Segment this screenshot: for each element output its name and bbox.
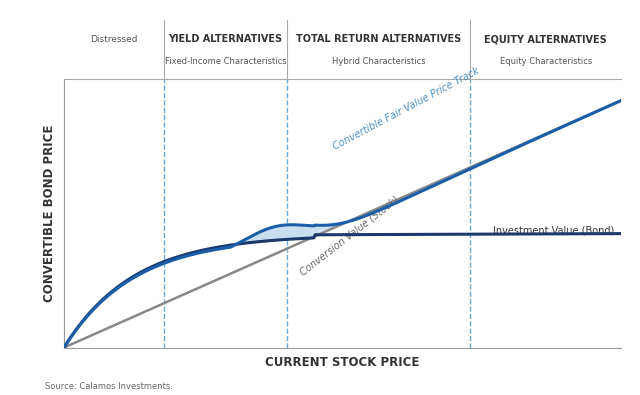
Text: Conversion Value (Stock): Conversion Value (Stock) xyxy=(298,195,401,278)
Text: TOTAL RETURN ALTERNATIVES: TOTAL RETURN ALTERNATIVES xyxy=(296,34,461,44)
Text: EQUITY ALTERNATIVES: EQUITY ALTERNATIVES xyxy=(484,34,607,44)
Text: Convertible Fair Value Price Track: Convertible Fair Value Price Track xyxy=(332,66,481,152)
Y-axis label: CONVERTIBLE BOND PRICE: CONVERTIBLE BOND PRICE xyxy=(43,124,56,302)
X-axis label: CURRENT STOCK PRICE: CURRENT STOCK PRICE xyxy=(265,356,420,369)
Text: Source: Calamos Investments.: Source: Calamos Investments. xyxy=(45,382,173,391)
Text: YIELD ALTERNATIVES: YIELD ALTERNATIVES xyxy=(168,34,282,44)
Text: Investment Value (Bond): Investment Value (Bond) xyxy=(493,226,614,236)
Text: Equity Characteristics: Equity Characteristics xyxy=(499,56,592,66)
Text: Fixed-Income Characteristics: Fixed-Income Characteristics xyxy=(164,56,286,66)
Text: Hybrid Characteristics: Hybrid Characteristics xyxy=(332,56,426,66)
Text: Distressed: Distressed xyxy=(90,35,138,44)
